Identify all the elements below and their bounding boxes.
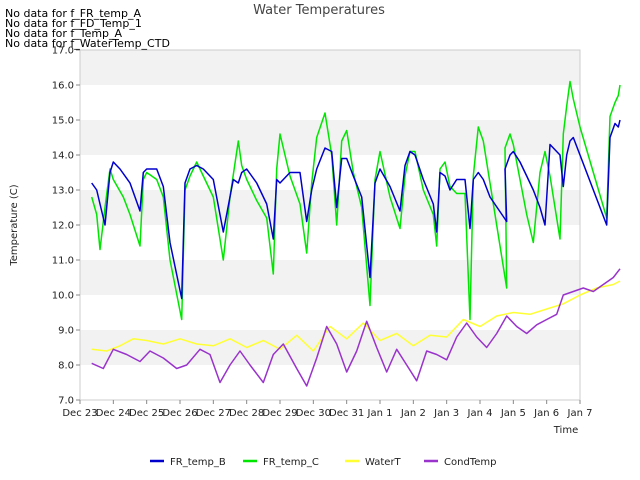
no-data-line-3: No data for f_Temp_A (5, 27, 123, 40)
plot-band (80, 120, 580, 155)
x-tick-label: Jan 1 (367, 408, 393, 419)
x-tick-label: Dec 30 (296, 408, 331, 419)
y-tick-label: 12.0 (52, 221, 74, 232)
legend: FR_temp_B FR_temp_C WaterT CondTemp (150, 457, 496, 468)
legend-label: FR_temp_C (263, 457, 319, 468)
x-tick-label: Dec 24 (96, 408, 131, 419)
x-tick-label: Dec 29 (262, 408, 297, 419)
x-axis-label: Time (553, 425, 578, 436)
x-tick-label: Dec 28 (229, 408, 264, 419)
series-line-CondTemp (91, 268, 621, 387)
series-line-FR_temp_C (90, 80, 621, 321)
y-tick-label: 15.0 (52, 116, 74, 127)
x-tick-label: Jan 7 (567, 408, 593, 419)
y-tick-label: 9.0 (58, 326, 74, 337)
series-lines (90, 80, 621, 387)
plot-band (80, 155, 580, 190)
x-tick-label: Dec 25 (129, 408, 164, 419)
y-tick-label: 14.0 (52, 151, 74, 162)
y-ticks: 7.0 8.0 9.0 10.0 11.0 12.0 13.0 14.0 15.0 16.0 17.… (52, 46, 80, 407)
y-tick-label: 10.0 (52, 291, 74, 302)
y-tick-label: 17.0 (52, 46, 74, 57)
plot-band (80, 85, 580, 120)
plot-band (80, 330, 580, 365)
plot-band (80, 225, 580, 260)
y-tick-label: 7.0 (58, 396, 74, 407)
y-tick-label: 8.0 (58, 361, 74, 372)
series-line-FR_temp_B (91, 119, 621, 300)
plot-band (80, 50, 580, 85)
no-data-line-2: No data for f_FD_Temp_1 (5, 17, 142, 30)
legend-label: WaterT (365, 457, 402, 468)
x-tick-label: Jan 5 (500, 408, 526, 419)
y-tick-label: 16.0 (52, 81, 74, 92)
x-tick-label: Dec 26 (162, 408, 197, 419)
x-tick-label: Dec 23 (62, 408, 97, 419)
no-data-line-4: No data for f_WaterTemp_CTD (5, 37, 170, 50)
chart-title: Water Temperatures (253, 3, 385, 18)
x-tick-label: Dec 27 (196, 408, 231, 419)
y-axis-label: Temperature (C) (9, 184, 20, 266)
plot-band (80, 295, 580, 330)
y-tick-label: 13.0 (52, 186, 74, 197)
plot-bands (80, 50, 580, 400)
series-line-WaterT (91, 280, 621, 352)
x-tick-label: Jan 3 (433, 408, 459, 419)
x-tick-label: Jan 2 (400, 408, 426, 419)
x-tick-label: Jan 4 (467, 408, 493, 419)
x-tick-label: Dec 31 (329, 408, 364, 419)
y-tick-label: 11.0 (52, 256, 74, 267)
no-data-line-1: No data for f_FR_temp_A (5, 7, 141, 20)
x-tick-label: Jan 6 (533, 408, 559, 419)
plot-band (80, 365, 580, 400)
legend-label: CondTemp (444, 457, 496, 468)
legend-label: FR_temp_B (170, 457, 226, 468)
plot-band (80, 260, 580, 295)
